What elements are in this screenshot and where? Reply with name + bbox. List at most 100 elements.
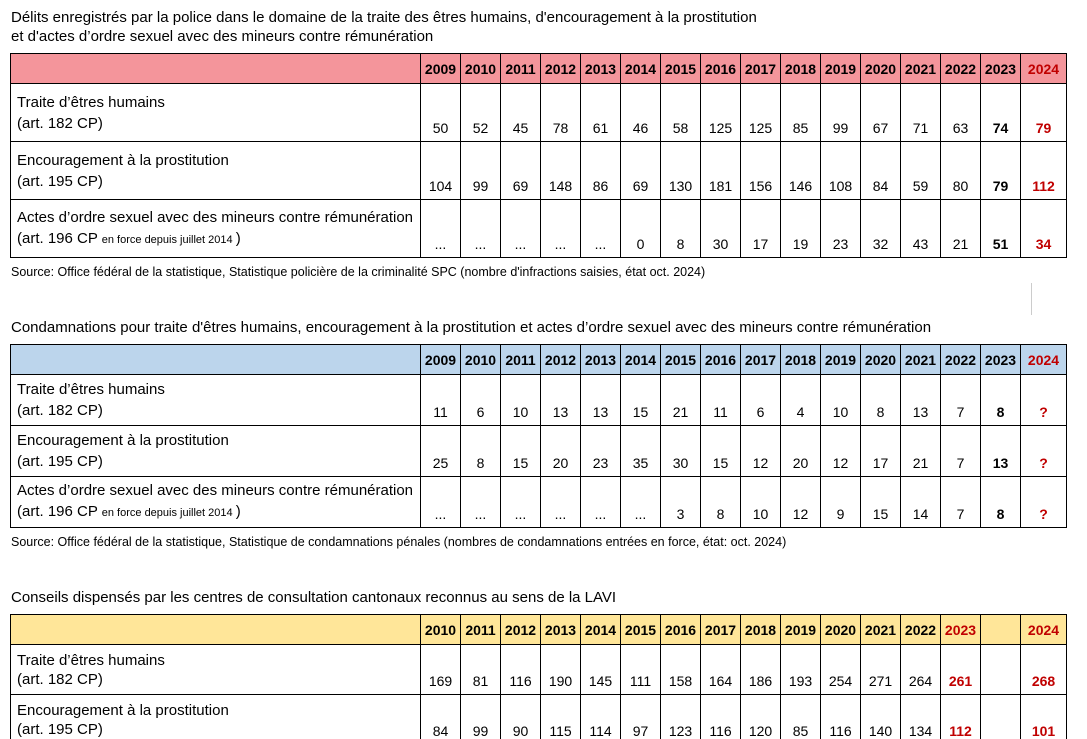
value-cell: 23 [580,425,621,477]
value-cell: 84 [420,694,461,739]
value-cell: 99 [460,694,501,739]
year-header-2016: 2016 [700,344,741,375]
year-header-2014: 2014 [620,344,661,375]
value-cell: 21 [660,374,701,426]
value-cell: ... [540,476,581,528]
table-title: Conseils dispensés par les centres de co… [11,588,1087,607]
year-header-2012: 2012 [500,614,541,645]
year-header-2015: 2015 [660,53,701,84]
value-cell: 13 [540,374,581,426]
source-line: Source: Office fédéral de la statistique… [11,265,706,279]
value-cell: ... [620,476,661,528]
value-cell: 146 [780,141,821,200]
year-header-2018: 2018 [740,614,781,645]
value-cell: 19 [780,199,821,258]
year-header-2022: 2022 [900,614,941,645]
year-header-2014: 2014 [620,53,661,84]
table-row: Encouragement à la prostitution (art. 195… [10,141,1067,200]
value-cell: 115 [540,694,581,739]
value-cell: 104 [420,141,461,200]
value-cell: 114 [580,694,621,739]
value-cell: 99 [460,141,501,200]
value-cell: 116 [700,694,741,739]
value-cell: 81 [460,644,501,695]
value-cell: 21 [940,199,981,258]
year-header-2023: 2023 [940,614,981,645]
value-cell: 10 [740,476,781,528]
table-title: Délits enregistrés par la police dans le… [11,8,1087,46]
row-label-smallnote: en force depuis juillet 2014 [101,507,236,519]
value-cell: 35 [620,425,661,477]
value-cell: 74 [980,83,1021,142]
value-cell: ... [580,476,621,528]
row-label-line1: Actes d’ordre sexuel avec des mineurs co… [17,482,414,499]
year-header-2017: 2017 [740,344,781,375]
row-label-line1: Traite d’êtres humains [17,93,165,111]
value-cell: 9 [820,476,861,528]
table-row: Actes d’ordre sexuel avec des mineurs co… [10,476,1067,528]
year-header-2016: 2016 [700,53,741,84]
value-cell: 140 [860,694,901,739]
value-cell: 13 [580,374,621,426]
year-header-2024: 2024 [1020,344,1067,375]
value-cell: 116 [820,694,861,739]
value-cell: 108 [820,141,861,200]
value-cell: 34 [1020,199,1067,258]
value-cell: 20 [780,425,821,477]
year-header-2009: 2009 [420,53,461,84]
value-cell: 8 [700,476,741,528]
value-cell: 10 [820,374,861,426]
value-cell: 11 [420,374,461,426]
table-title-line: Condamnations pour traite d'êtres humain… [11,319,932,336]
value-cell: 17 [740,199,781,258]
value-cell: 116 [500,644,541,695]
row-label: Actes d’ordre sexuel avec des mineurs co… [10,199,421,258]
value-cell: ... [420,476,461,528]
value-cell: 30 [660,425,701,477]
value-cell: ? [1020,374,1067,426]
year-header-2014: 2014 [580,614,621,645]
value-cell: 79 [1020,83,1067,142]
value-cell: 125 [740,83,781,142]
year-header-2020: 2020 [820,614,861,645]
value-cell: 123 [660,694,701,739]
value-cell: 45 [500,83,541,142]
value-cell: 46 [620,83,661,142]
year-header-2021: 2021 [900,53,941,84]
year-header-2023: 2023 [980,344,1021,375]
year-header-2021: 2021 [900,344,941,375]
value-cell: 6 [740,374,781,426]
value-cell: 25 [420,425,461,477]
value-cell: 193 [780,644,821,695]
value-cell [980,644,1021,695]
value-cell: 8 [460,425,501,477]
value-cell: 7 [940,425,981,477]
year-header-2022: 2022 [940,344,981,375]
value-cell: 15 [860,476,901,528]
value-cell: 8 [860,374,901,426]
row-label-line1: Encouragement à la prostitution [17,432,229,449]
table-row: Traite d’êtres humains (art. 182 CP) 50 52 4… [10,83,1067,142]
value-cell: ? [1020,476,1067,528]
row-label-line2: (art. 196 CP en force depuis juillet 201… [17,229,241,247]
year-header-2010: 2010 [420,614,461,645]
year-header-2011: 2011 [460,614,501,645]
value-cell: 85 [780,694,821,739]
table-title-line: Conseils dispensés par les centres de co… [11,589,617,606]
value-cell: ... [500,476,541,528]
row-label-line1: Actes d’ordre sexuel avec des mineurs co… [17,208,414,226]
value-cell: 156 [740,141,781,200]
value-cell: 15 [500,425,541,477]
value-cell: 69 [500,141,541,200]
year-header-2015: 2015 [660,344,701,375]
value-cell: 130 [660,141,701,200]
value-cell: 186 [740,644,781,695]
table-title-line: Délits enregistrés par la police dans le… [11,9,757,26]
row-label: Encouragement à la prostitution (art. 195… [10,425,421,477]
year-header-2010: 2010 [460,53,501,84]
value-cell: 85 [780,83,821,142]
table-row: Encouragement à la prostitution (art. 195… [10,694,1067,739]
row-label-line2: (art. 195 CP) [17,720,103,738]
year-header-empty [980,614,1021,645]
